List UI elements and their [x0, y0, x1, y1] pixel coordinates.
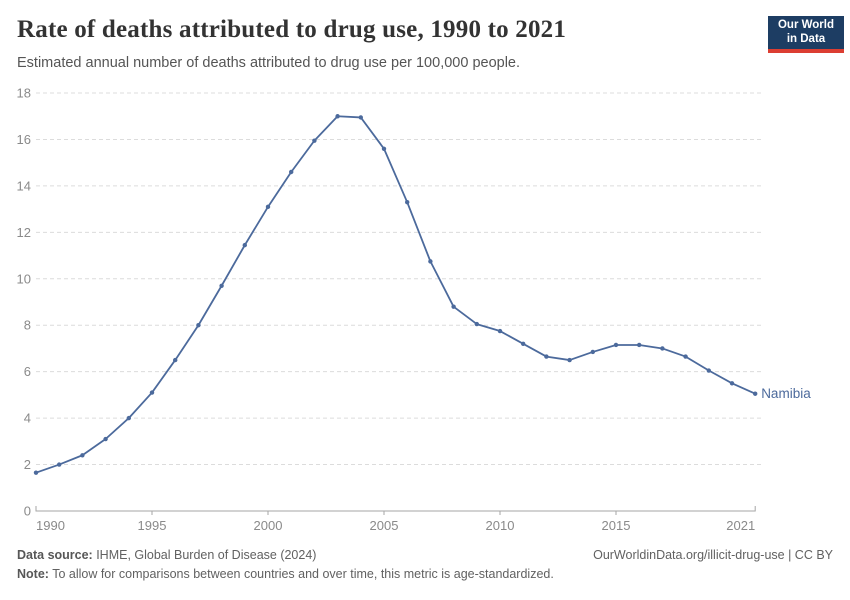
- data-point: [683, 354, 688, 359]
- y-tick-label: 16: [17, 132, 31, 147]
- citation-link[interactable]: OurWorldinData.org/illicit-drug-use | CC…: [593, 548, 833, 562]
- data-point: [428, 259, 433, 264]
- data-point: [103, 436, 108, 442]
- y-tick-label: 14: [17, 178, 31, 193]
- y-tick-label: 0: [24, 504, 31, 519]
- owid-logo: Our World in Data: [768, 16, 844, 53]
- data-point: [265, 204, 271, 210]
- data-point: [706, 368, 711, 373]
- y-tick-label: 10: [17, 271, 31, 286]
- x-tick-label: 2010: [486, 518, 515, 533]
- data-point: [57, 462, 62, 467]
- data-point: [242, 242, 247, 248]
- data-point: [521, 341, 526, 347]
- data-point: [289, 169, 294, 175]
- data-point: [474, 321, 479, 327]
- data-source-value: IHME, Global Burden of Disease (2024): [92, 548, 317, 562]
- entity-label: Namibia: [761, 386, 811, 401]
- data-point: [753, 391, 758, 396]
- y-tick-label: 6: [24, 364, 31, 379]
- data-point: [729, 381, 735, 386]
- data-line-namibia: [35, 115, 757, 474]
- data-point: [80, 453, 85, 458]
- y-tick-label: 8: [24, 318, 31, 333]
- data-point: [451, 304, 456, 309]
- data-point: [335, 114, 340, 119]
- x-axis-line: [35, 506, 756, 512]
- data-point: [358, 115, 363, 120]
- data-point: [590, 349, 595, 355]
- data-source-line: Data source: IHME, Global Burden of Dise…: [17, 548, 316, 562]
- note-label: Note:: [17, 567, 49, 581]
- data-point: [312, 138, 317, 143]
- logo-line-2: in Data: [786, 33, 826, 45]
- x-tick-label: 2015: [602, 518, 631, 533]
- data-source-label: Data source:: [17, 548, 93, 562]
- data-point: [405, 199, 410, 205]
- data-point: [219, 283, 224, 288]
- data-point: [567, 357, 572, 363]
- page-subtitle: Estimated annual number of deaths attrib…: [17, 55, 521, 71]
- data-point: [544, 354, 549, 359]
- y-tick-label: 18: [17, 86, 31, 101]
- data-point: [149, 390, 155, 395]
- data-point: [196, 323, 201, 328]
- x-tick-label: 2021: [726, 518, 755, 533]
- data-point: [637, 342, 642, 348]
- data-point: [613, 342, 619, 348]
- data-point: [173, 357, 178, 363]
- data-point: [126, 415, 131, 421]
- data-point: [33, 470, 39, 475]
- y-tick-label: 2: [24, 457, 31, 472]
- data-point: [660, 346, 665, 351]
- y-tick-label: 4: [24, 411, 31, 426]
- x-tick-label: 2000: [254, 518, 283, 533]
- x-tick-label: 1995: [138, 518, 167, 533]
- x-tick-label: 2005: [370, 518, 399, 533]
- data-point: [381, 146, 387, 151]
- logo-line-1: Our World: [777, 19, 834, 31]
- page-title: Rate of deaths attributed to drug use, 1…: [17, 16, 567, 43]
- y-tick-label: 12: [17, 225, 31, 240]
- note-value: To allow for comparisons between countri…: [48, 567, 554, 581]
- x-tick-label: 1990: [36, 518, 65, 533]
- note-line: Note: To allow for comparisons between c…: [17, 567, 554, 581]
- data-point: [497, 328, 503, 334]
